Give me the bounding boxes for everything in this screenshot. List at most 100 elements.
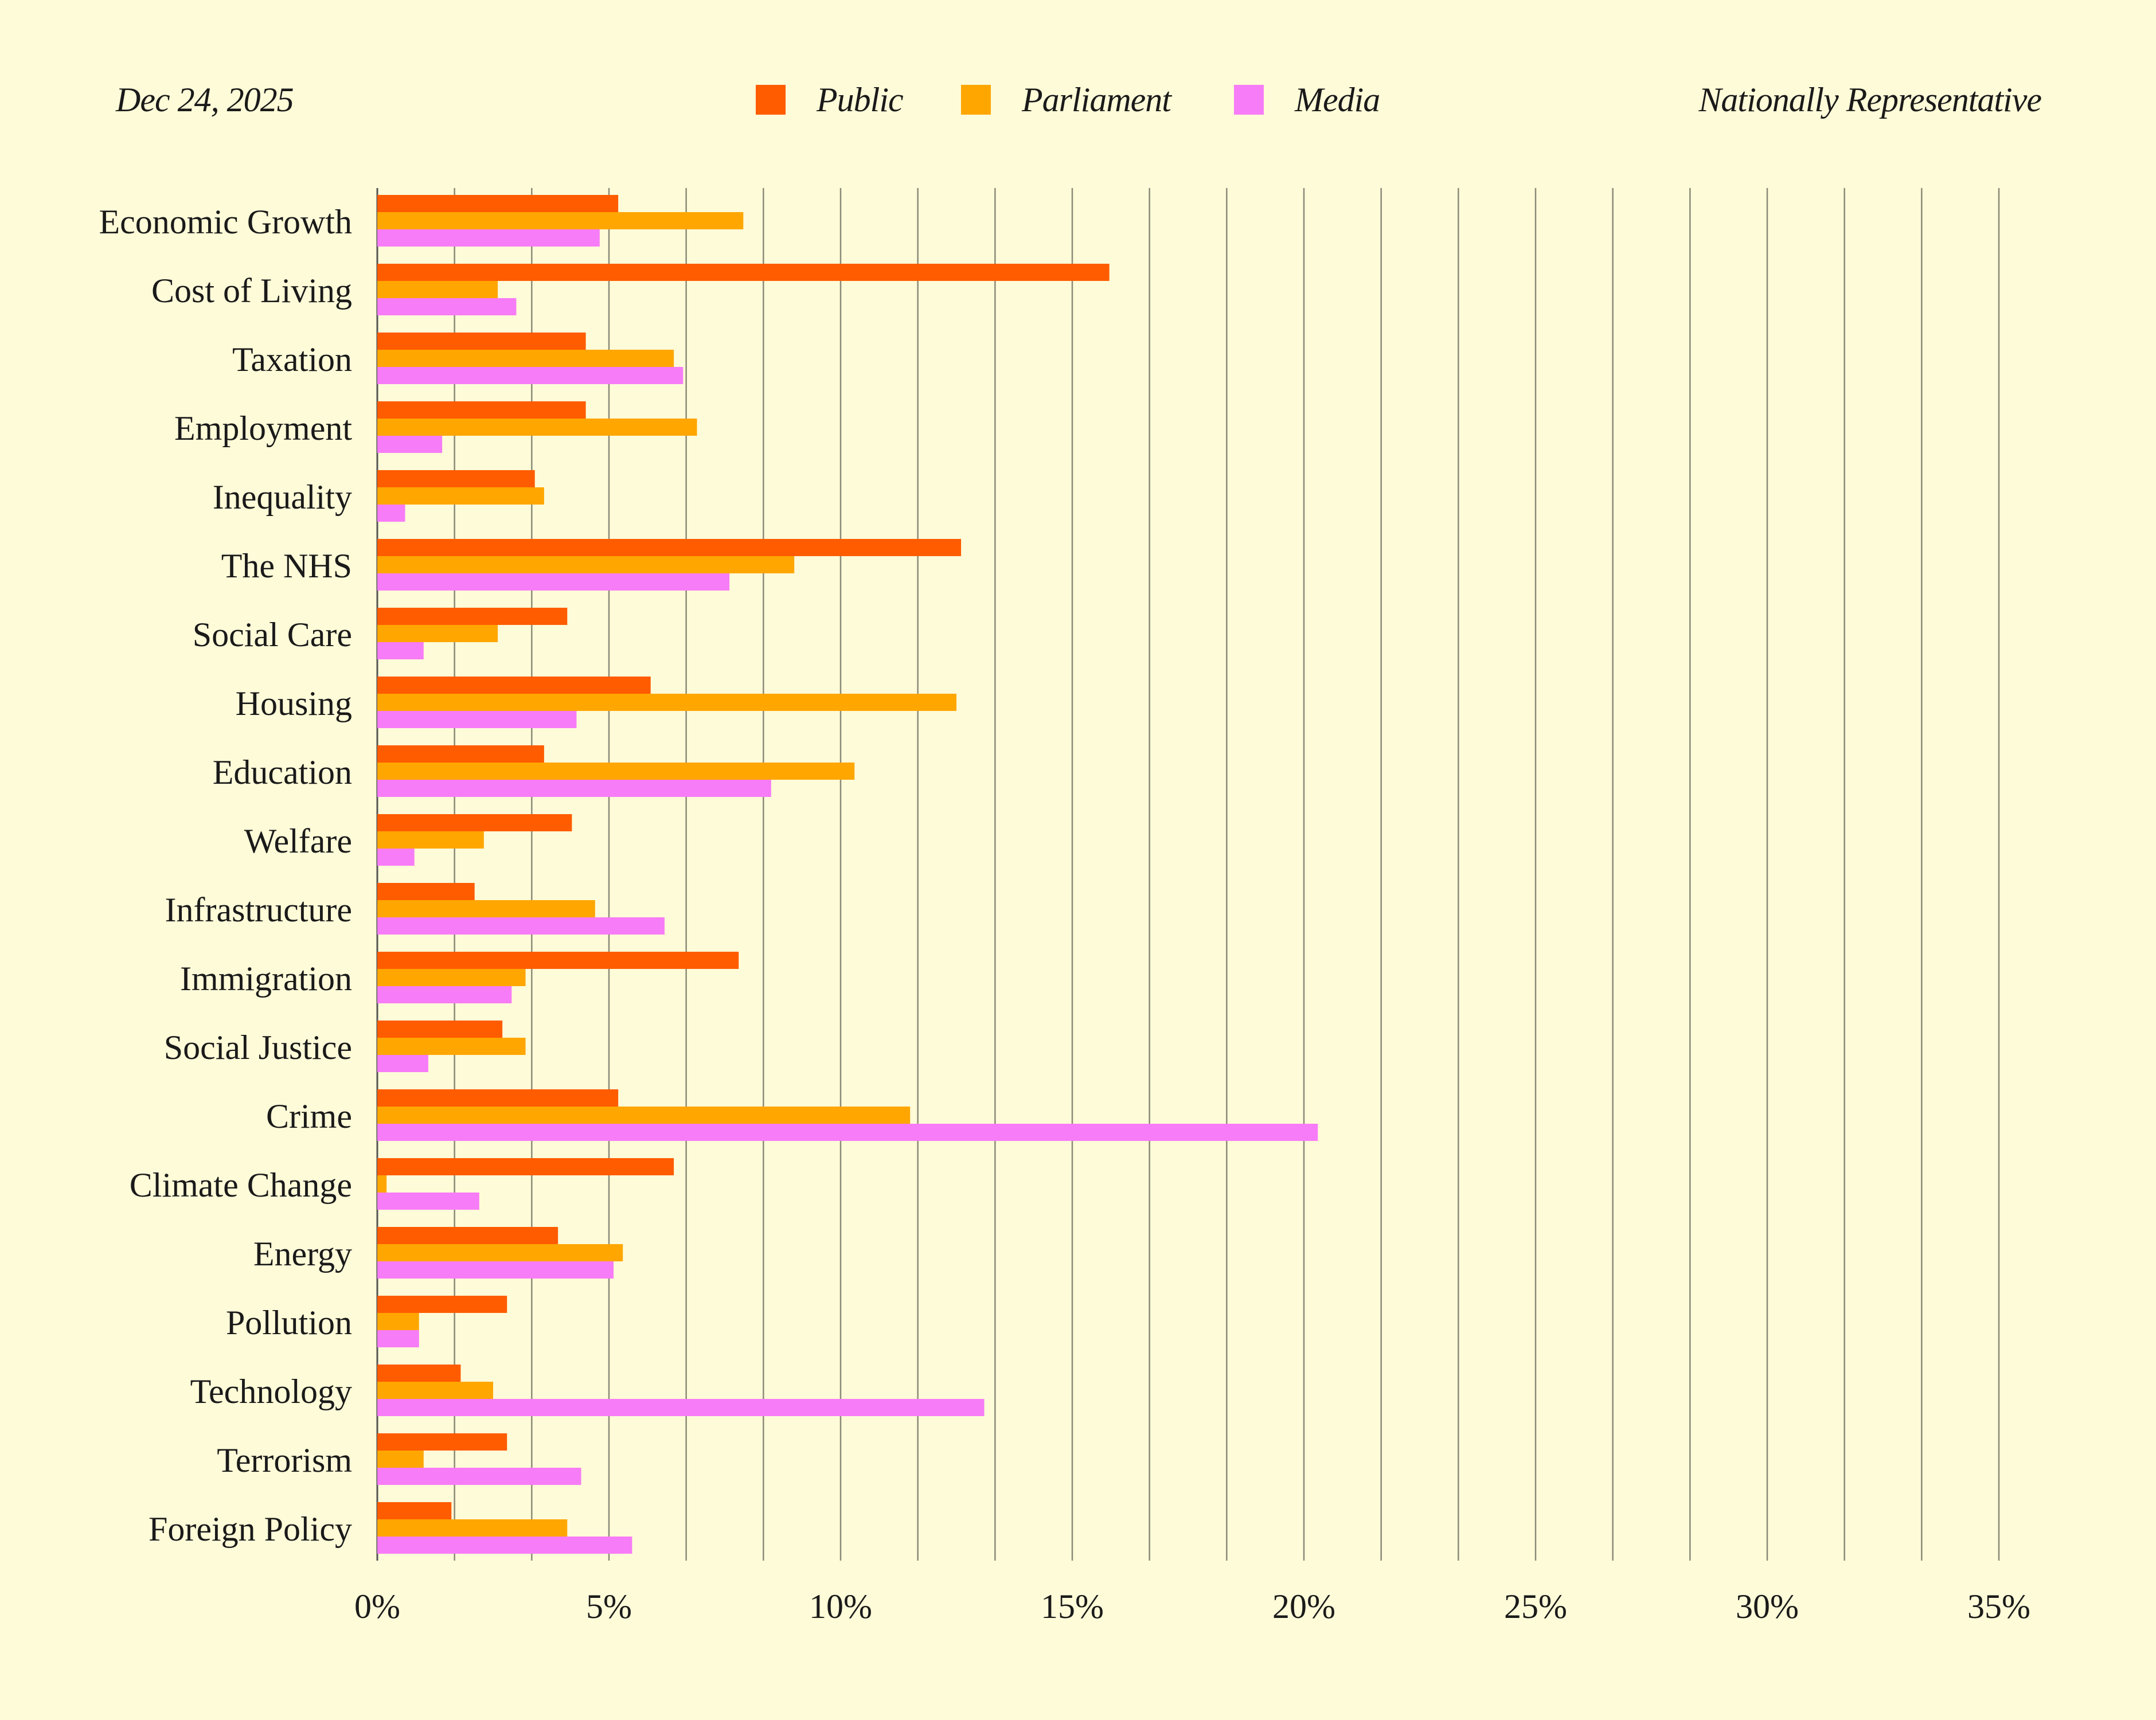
bar-media [377,505,405,522]
bar-public [377,1433,507,1451]
bar-media [377,367,683,384]
category-label: Crime [266,1097,352,1135]
bar-parliament [377,281,498,298]
bar-media [377,573,730,591]
bar-parliament [377,1451,424,1468]
bar-media [377,1537,632,1554]
bar-media [377,711,577,728]
bar-parliament [377,694,956,711]
bar-media [377,1055,428,1072]
legend-swatch-media [1234,85,1264,115]
legend-swatch-parliament [961,85,991,115]
category-label: Economic Growth [99,203,352,241]
legend-swatch-public [756,85,786,115]
x-tick-label: 30% [1736,1588,1799,1625]
bar-public [377,401,586,419]
bar-parliament [377,1519,568,1537]
date-label: Dec 24, 2025 [116,81,294,119]
bar-media [377,229,600,247]
bar-media [377,849,415,866]
bar-media [377,917,665,935]
bar-media [377,1193,479,1210]
sample-label: Nationally Representative [1698,81,2042,119]
bar-public [377,1502,452,1519]
bar-parliament [377,487,544,505]
bar-media [377,1399,985,1416]
x-tick-label: 15% [1041,1588,1104,1625]
category-label: Social Care [193,616,352,654]
category-label: Infrastructure [165,891,352,929]
category-label: Taxation [232,341,352,378]
bar-parliament [377,900,595,917]
category-label: Social Justice [164,1029,352,1066]
category-label: Foreign Policy [149,1510,352,1548]
bar-public [377,952,739,969]
bar-parliament [377,556,795,573]
category-label: Employment [174,409,352,447]
bar-public [377,470,535,487]
bar-parliament [377,1244,623,1261]
bar-public [377,745,544,763]
bar-media [377,436,443,453]
bar-public [377,814,572,831]
bar-public [377,1021,503,1038]
bar-parliament [377,1313,419,1330]
x-tick-label: 25% [1504,1588,1567,1625]
legend-label-media: Media [1295,80,1380,119]
bar-parliament [377,625,498,642]
category-label: Climate Change [130,1166,352,1204]
category-label: Terrorism [217,1441,352,1479]
legend-item-public: Public [756,76,904,124]
category-label: The NHS [221,547,352,585]
bar-public [377,608,568,625]
bar-parliament [377,969,526,986]
bar-parliament [377,1175,387,1193]
category-label: Housing [236,685,352,722]
bar-media [377,642,424,659]
x-tick-label: 5% [586,1588,632,1625]
legend-item-media: Media [1234,76,1380,124]
bar-media [377,1261,614,1279]
x-tick-label: 35% [1967,1588,2030,1625]
bar-parliament [377,419,697,436]
bar-public [377,1296,507,1313]
category-label: Education [213,753,352,791]
bar-media [377,298,517,315]
category-label: Technology [190,1373,352,1410]
bar-public [377,333,586,350]
bar-parliament [377,1038,526,1055]
bar-media [377,1330,419,1347]
bar-public [377,195,619,212]
legend-label-parliament: Parliament [1022,80,1171,119]
category-label: Cost of Living [151,272,352,310]
bar-parliament [377,350,674,367]
x-tick-label: 20% [1272,1588,1335,1625]
bar-public [377,539,962,556]
bar-public [377,883,475,900]
bar-public [377,677,651,694]
legend-item-parliament: Parliament [961,76,1171,124]
bar-media [377,1468,581,1485]
bar-public [377,1365,461,1382]
category-label: Inequality [213,478,352,516]
bar-media [377,780,771,797]
category-label: Immigration [180,960,352,998]
legend-label-public: Public [817,80,904,119]
bar-parliament [377,1382,493,1399]
x-tick-label: 0% [354,1588,400,1625]
bar-parliament [377,1107,911,1124]
bar-parliament [377,831,484,849]
bar-public [377,264,1110,281]
category-label: Energy [253,1235,352,1273]
bar-media [377,1124,1318,1141]
category-label: Pollution [226,1304,352,1342]
bar-parliament [377,763,855,780]
bar-media [377,986,512,1003]
bar-public [377,1227,558,1244]
bar-parliament [377,212,744,229]
x-tick-label: 10% [809,1588,872,1625]
bar-public [377,1089,619,1107]
bar-public [377,1158,674,1175]
